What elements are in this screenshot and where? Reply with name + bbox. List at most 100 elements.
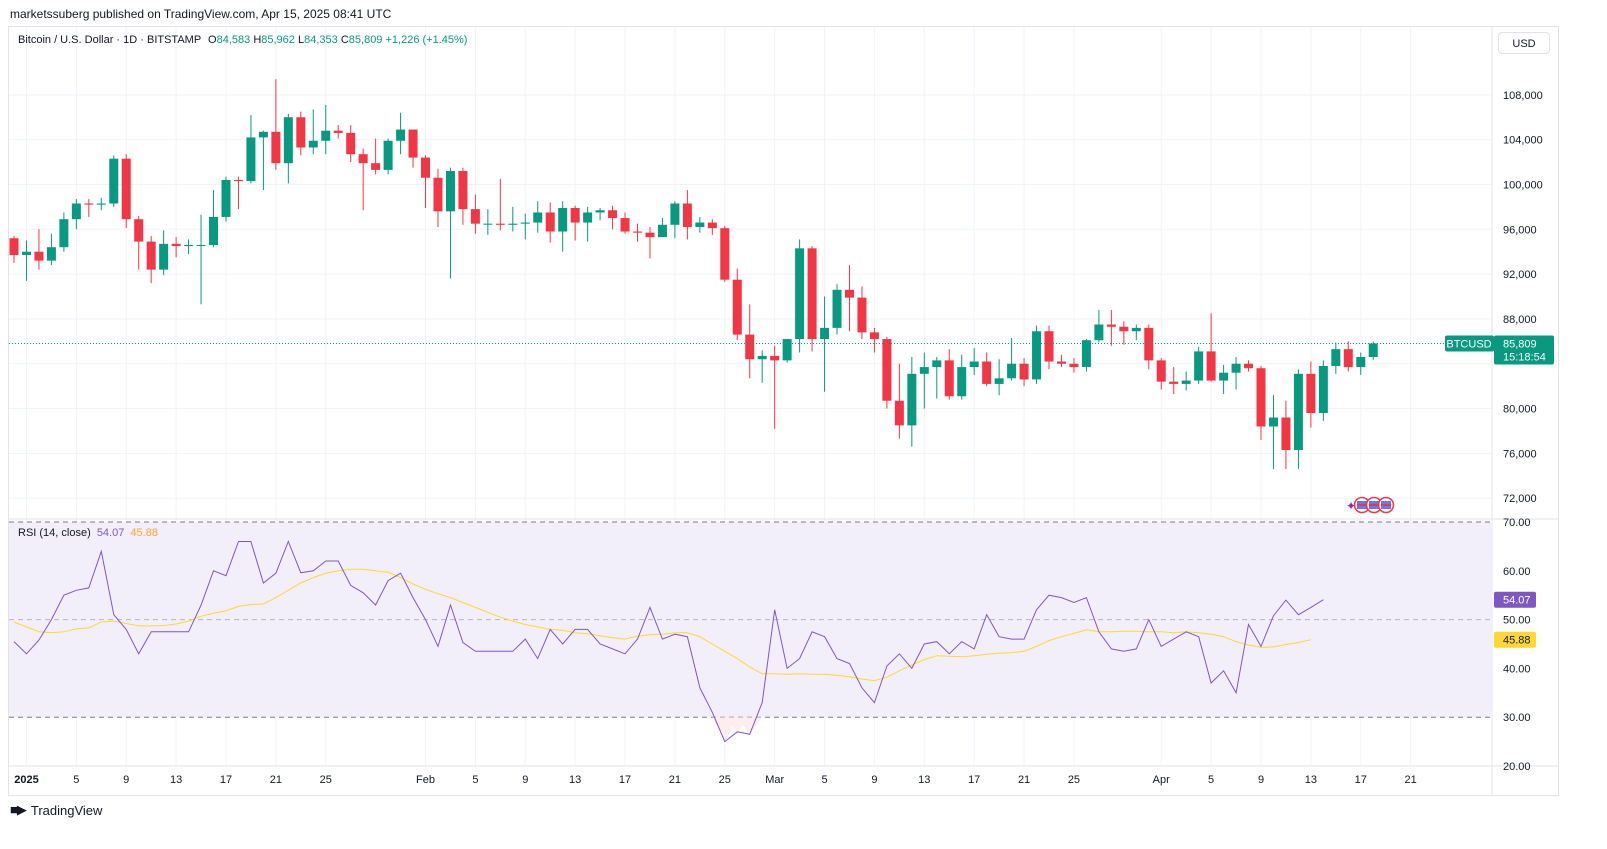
candle-body	[820, 327, 830, 340]
candle-body	[732, 279, 742, 335]
price-tick-label: 76,000	[1503, 448, 1537, 460]
candle-body	[495, 223, 505, 225]
time-tick-label: 9	[871, 774, 877, 786]
tradingview-footer[interactable]: ■▶ TradingView	[10, 802, 102, 818]
candle-body	[558, 207, 568, 232]
candle-body	[134, 219, 144, 242]
candle-body	[595, 210, 605, 213]
candle-body	[383, 140, 393, 170]
candle-body	[832, 289, 842, 328]
tradingview-logo-icon: ■▶	[10, 802, 27, 817]
candle-body	[707, 222, 717, 229]
candle-body	[308, 140, 318, 148]
low-label: L	[297, 34, 305, 46]
rsi-ma-badge-value: 45.88	[1503, 635, 1531, 647]
time-tick-label: 17	[968, 774, 980, 786]
candle-body	[258, 131, 268, 138]
candle-body	[545, 212, 555, 232]
candle-body	[346, 132, 356, 155]
candle-body	[907, 373, 917, 426]
candle-body	[1007, 363, 1017, 379]
symbol-name: Bitcoin / U.S. Dollar · 1D · BITSTAMP	[18, 34, 201, 46]
time-tick-label: 13	[1305, 774, 1317, 786]
time-tick-label: 25	[1068, 774, 1080, 786]
candle-body	[570, 207, 580, 223]
ticker-tag-bg	[1445, 335, 1494, 352]
candle-body	[1244, 363, 1254, 369]
rsi-ma-line	[13, 568, 1312, 682]
rsi-tick-label: 50.00	[1503, 615, 1531, 627]
rsi-tick-label: 30.00	[1503, 712, 1531, 724]
candle-body	[508, 223, 518, 225]
candle-body	[421, 157, 431, 178]
rsi-badge-bg	[1494, 591, 1536, 608]
candle-body	[121, 158, 131, 220]
candle-body	[857, 297, 867, 333]
time-tick-label: 21	[270, 774, 282, 786]
price-tick-label: 104,000	[1503, 135, 1543, 147]
candle-body	[745, 334, 755, 360]
change-value: +1,226 (+1.45%)	[385, 34, 468, 46]
candle-body	[520, 222, 530, 224]
candle-body	[483, 223, 493, 225]
candle-body	[34, 251, 44, 261]
candle-body	[470, 209, 480, 224]
time-tick-label: 21	[669, 774, 681, 786]
candle-body	[1343, 349, 1353, 368]
candle-body	[894, 400, 904, 426]
candle-body	[695, 222, 705, 228]
candle-body	[9, 238, 19, 256]
time-tick-label: 13	[569, 774, 581, 786]
candle-body	[1231, 363, 1241, 373]
time-tick-label: 2025	[14, 774, 38, 786]
candle-body	[21, 251, 31, 256]
rsi-tick-label: 60.00	[1503, 566, 1531, 578]
candle-body	[882, 339, 892, 401]
time-tick-label: 25	[719, 774, 731, 786]
candle-body	[445, 171, 455, 212]
price-tick-label: 96,000	[1503, 224, 1537, 236]
symbol-legend: Bitcoin / U.S. Dollar · 1D · BITSTAMP O8…	[18, 34, 467, 46]
time-tick-label: 21	[1018, 774, 1030, 786]
candle-body	[1094, 324, 1104, 341]
candle-body	[246, 137, 256, 182]
time-tick-label: 5	[73, 774, 79, 786]
candle-body	[1144, 327, 1154, 361]
candle-body	[782, 339, 792, 361]
ticker-tag-label: BTCUSD	[1446, 338, 1491, 350]
price-tick-label: 92,000	[1503, 269, 1537, 281]
candle-body	[171, 243, 181, 247]
candle-body	[1044, 331, 1054, 362]
candle-body	[458, 171, 468, 210]
candle-body	[209, 216, 219, 245]
candle-body	[1356, 357, 1366, 368]
price-tick-label: 72,000	[1503, 493, 1537, 505]
price-tag-bg	[1494, 335, 1554, 365]
candle-body	[1268, 417, 1278, 427]
candle-body	[1331, 349, 1341, 366]
candle-body	[533, 212, 543, 223]
candle-body	[620, 218, 630, 232]
candle-body	[795, 248, 805, 340]
candle-body	[233, 179, 243, 182]
candle-body	[869, 332, 879, 340]
rsi-legend: RSI (14, close) 54.07 45.88	[18, 527, 158, 539]
candle-body	[221, 179, 231, 217]
time-tick-label: Apr	[1153, 774, 1170, 786]
candle-body	[982, 361, 992, 384]
time-tick-label: 9	[123, 774, 129, 786]
candle-body	[283, 117, 293, 164]
candle-body	[1281, 417, 1291, 451]
candle-body	[1293, 373, 1303, 451]
currency-button[interactable]: USD	[1498, 32, 1550, 54]
candle-body	[271, 131, 281, 164]
candle-body	[1318, 365, 1328, 414]
candle-body	[969, 361, 979, 368]
candle-body	[159, 243, 169, 270]
candle-body	[1081, 340, 1091, 368]
candle-body	[1019, 363, 1029, 380]
candle-body	[670, 203, 680, 225]
candle-body	[807, 248, 817, 340]
time-tick-label: 21	[1405, 774, 1417, 786]
